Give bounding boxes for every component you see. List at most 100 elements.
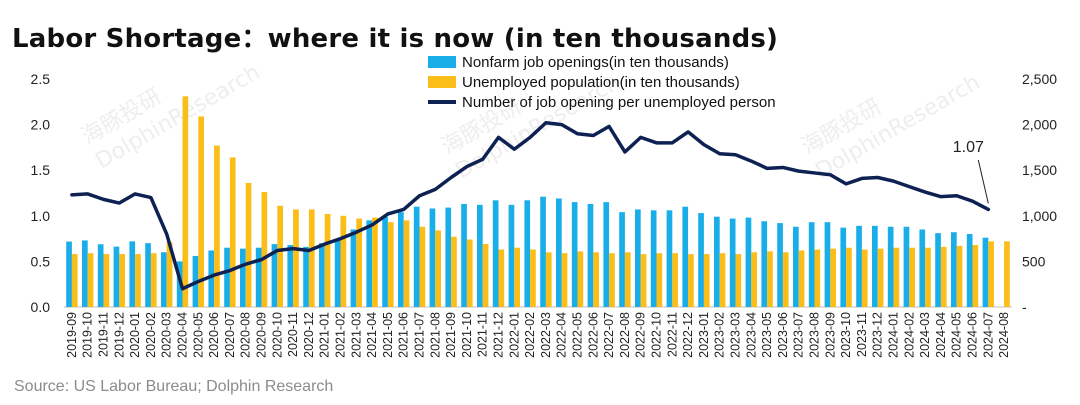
bar-openings [714,216,720,307]
y-tick-right: 1,500 [1022,162,1057,178]
bar-unemployed [387,222,394,307]
y-tick-right: 1,000 [1022,208,1057,224]
bar-openings [145,243,151,307]
bar-unemployed [514,247,520,307]
x-tick: 2024-04 [934,312,948,358]
annotations: 1.07 [953,139,989,204]
y-tick-right: 2,000 [1022,117,1057,133]
bar-openings [224,247,230,307]
bar-unemployed [798,250,805,307]
bar-unemployed [956,245,963,307]
bar-unemployed [451,236,457,307]
y-tick-left: 1.0 [31,208,51,224]
bar-openings [334,238,341,307]
bar-unemployed [735,254,742,307]
x-tick: 2024-06 [966,312,980,358]
bar-unemployed [861,249,868,307]
y-tick-left: 2.0 [31,117,51,133]
legend-swatch [428,56,456,68]
bar-unemployed [672,253,678,307]
bar-openings [540,196,546,307]
x-tick: 2022-02 [523,312,537,358]
x-tick: 2020-06 [207,312,221,358]
legend-label: Unemployed population(in ten thousands) [462,74,740,91]
x-tick: 2022-11 [665,312,679,357]
x-tick: 2023-08 [808,312,822,358]
legend-label: Nonfarm job openings(in ten thousands) [462,54,729,71]
x-tick: 2021-11 [476,312,490,357]
bar-unemployed [245,182,252,307]
bar-unemployed [688,254,694,307]
y-tick-left: 2.5 [31,71,51,87]
y-tick-left: 0.5 [31,253,51,269]
bar-unemployed [751,252,757,307]
bar-openings [113,246,120,307]
bar-openings [129,241,136,307]
bar-openings [461,203,467,307]
bar-openings [698,213,704,307]
source-note: Source: US Labor Bureau; Dolphin Researc… [14,378,334,395]
bar-openings [366,220,373,307]
bar-openings [240,248,246,307]
x-tick: 2023-05 [760,312,774,358]
x-tick: 2021-12 [492,312,506,358]
bar-openings [587,203,594,307]
bar-unemployed [229,157,236,307]
bar-openings [208,250,215,307]
bar-openings [903,226,910,307]
x-tick: 2023-12 [871,312,885,358]
bar-openings [650,210,657,307]
bar-unemployed [925,247,931,307]
bar-unemployed [909,247,915,307]
bar-openings [398,212,404,307]
bar-unemployed [719,253,726,307]
legend: Nonfarm job openings(in ten thousands) Un… [428,54,776,111]
bar-unemployed [214,145,220,307]
bar-unemployed [103,254,110,307]
x-tick: 2021-03 [349,312,363,358]
bar-unemployed [624,252,631,307]
bar-unemployed [498,249,505,307]
bar-openings [982,237,989,307]
line-series [70,121,991,291]
bar-unemployed [561,253,568,307]
x-tick: 2020-11 [286,312,300,357]
x-tick: 2023-07 [792,312,806,358]
bar-openings [761,221,768,307]
bar-unemployed [135,254,141,307]
x-tick: 2022-09 [634,312,648,358]
x-tick: 2021-06 [397,312,411,358]
y-tick-right: 500 [1022,253,1046,269]
bar-openings [777,223,783,307]
bars [66,96,1010,307]
line-ratio [70,121,991,291]
bar-openings [793,226,799,307]
bar-unemployed [340,215,347,307]
bar-unemployed [150,253,157,307]
bar-unemployed [609,253,615,307]
bar-openings [429,208,436,307]
bar-openings [492,200,499,307]
bar-unemployed [830,248,836,307]
bar-unemployed [782,252,789,307]
x-tick: 2024-02 [902,312,916,358]
bar-openings [745,217,752,307]
x-tick: 2021-07 [413,312,427,358]
bar-unemployed [182,96,189,307]
bar-unemployed [119,254,125,307]
bar-openings [666,210,673,307]
bar-openings [808,222,815,307]
bar-unemployed [403,220,410,307]
x-tick: 2020-08 [239,312,253,358]
annotation-leader [977,159,989,204]
bar-unemployed [356,218,362,307]
bar-unemployed [1004,241,1010,307]
x-tick: 2022-08 [618,312,632,358]
bar-unemployed [814,249,821,307]
x-tick: 2022-03 [539,312,553,358]
bar-unemployed [640,254,647,307]
x-tick: 2024-01 [887,312,901,358]
x-tick: 2019-11 [97,312,111,357]
